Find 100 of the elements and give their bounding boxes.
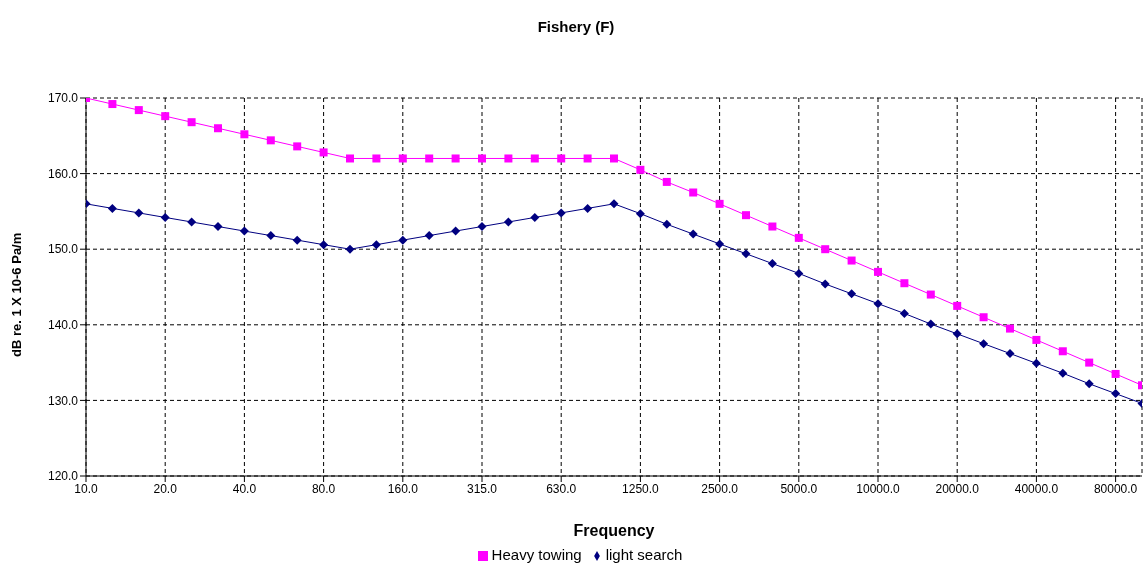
point xyxy=(556,208,566,218)
point xyxy=(636,165,645,174)
x-tick-label: 630.0 xyxy=(546,481,577,496)
point xyxy=(1005,349,1015,359)
point xyxy=(1084,379,1094,389)
point xyxy=(715,199,724,208)
x-tick-label: 2500.0 xyxy=(701,481,739,496)
point xyxy=(952,329,962,339)
point xyxy=(398,154,407,163)
point xyxy=(926,319,936,329)
point xyxy=(583,154,592,163)
y-tick-label: 160.0 xyxy=(47,166,79,181)
point xyxy=(1032,335,1041,344)
point xyxy=(213,222,223,232)
point xyxy=(794,268,804,278)
point xyxy=(503,217,513,227)
point xyxy=(583,203,593,213)
x-tick-label: 40000.0 xyxy=(1014,481,1059,496)
point xyxy=(293,142,302,151)
point xyxy=(953,301,962,310)
point xyxy=(477,222,487,232)
point xyxy=(451,154,460,163)
point xyxy=(134,208,144,218)
x-tick-label: 315.0 xyxy=(466,481,498,496)
point xyxy=(160,212,170,222)
point xyxy=(214,124,222,133)
point xyxy=(557,154,566,163)
point xyxy=(1058,368,1068,378)
point xyxy=(688,229,698,239)
point xyxy=(689,188,698,197)
x-tick-label: 10.0 xyxy=(74,481,98,496)
point xyxy=(635,209,645,219)
point xyxy=(346,154,354,163)
point xyxy=(741,249,751,259)
y-tick-label: 140.0 xyxy=(47,318,79,333)
point xyxy=(240,130,249,139)
point xyxy=(292,235,302,245)
point xyxy=(847,256,856,265)
y-axis-title: dB re. 1 X 10-6 Pa/m xyxy=(8,232,24,357)
point xyxy=(451,226,461,236)
legend-label: light search xyxy=(605,546,683,563)
x-tick-label: 80000.0 xyxy=(1093,481,1138,496)
point xyxy=(187,217,197,227)
point xyxy=(530,212,540,222)
point xyxy=(425,154,434,163)
x-tick-label: 20.0 xyxy=(153,481,178,496)
point xyxy=(108,100,117,109)
x-axis-title: Frequency xyxy=(573,522,655,539)
point xyxy=(345,244,355,254)
y-tick-label: 150.0 xyxy=(47,242,79,257)
point xyxy=(107,203,117,213)
x-tick-label: 20000.0 xyxy=(935,481,980,496)
point xyxy=(979,339,989,349)
x-tick-label: 40.0 xyxy=(232,481,257,496)
point xyxy=(187,118,196,127)
point xyxy=(610,154,618,163)
point xyxy=(794,233,803,242)
x-tick-label: 5000.0 xyxy=(780,481,818,496)
point xyxy=(1006,324,1014,333)
point xyxy=(1085,358,1094,367)
point xyxy=(504,154,513,163)
point xyxy=(319,148,328,157)
point xyxy=(371,240,381,250)
point xyxy=(873,299,883,309)
point xyxy=(161,112,170,121)
point xyxy=(767,259,777,269)
point xyxy=(821,245,830,254)
x-tick-label: 80.0 xyxy=(311,481,336,496)
point xyxy=(266,136,275,145)
x-tick-label: 10000.0 xyxy=(856,481,901,496)
point xyxy=(424,231,434,241)
point xyxy=(820,279,830,289)
point xyxy=(847,289,857,299)
point xyxy=(662,177,671,186)
point xyxy=(874,267,882,276)
point xyxy=(372,154,381,163)
point xyxy=(899,308,909,318)
point xyxy=(979,313,988,322)
point xyxy=(266,231,276,241)
point xyxy=(900,279,909,288)
point xyxy=(1111,389,1121,399)
point xyxy=(742,211,750,220)
point xyxy=(239,226,249,236)
point xyxy=(609,199,619,209)
legend-label: Heavy towing xyxy=(491,546,582,563)
point xyxy=(1058,347,1067,356)
point xyxy=(662,219,672,229)
y-tick-label: 120.0 xyxy=(47,469,79,484)
point xyxy=(134,106,143,115)
point xyxy=(1031,358,1041,368)
point xyxy=(530,154,539,163)
y-tick-label: 170.0 xyxy=(47,91,79,106)
point xyxy=(478,154,486,163)
point xyxy=(768,222,777,231)
point xyxy=(926,290,935,299)
point xyxy=(1111,369,1120,378)
point xyxy=(398,235,408,245)
point xyxy=(319,240,329,250)
chart-title: Fishery (F) xyxy=(536,17,616,37)
y-tick-label: 130.0 xyxy=(47,393,79,408)
